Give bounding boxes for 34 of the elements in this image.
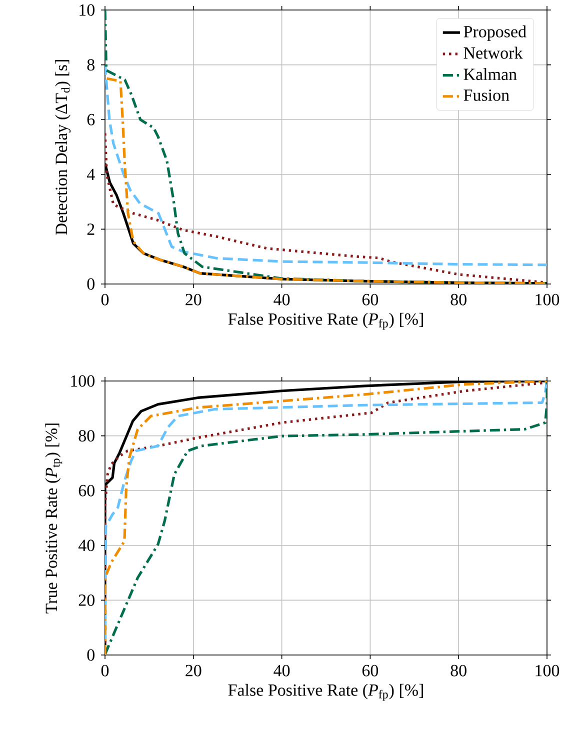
x-tick-label: 60 <box>362 664 378 676</box>
x-tick-label: 0 <box>101 294 109 306</box>
x-tick-label: 100 <box>536 294 560 306</box>
x-tick-label: 0 <box>101 664 109 676</box>
x-tick-label: 100 <box>536 664 560 676</box>
y-tick-label: 4 <box>86 168 95 180</box>
legend-label: Network <box>464 46 523 59</box>
y-tick-label: 20 <box>78 594 94 606</box>
x-tick-label: 60 <box>362 294 378 306</box>
legend-label: Proposed <box>464 25 526 41</box>
y-tick-label: 80 <box>78 430 94 442</box>
line-series <box>105 132 547 284</box>
y-tick-label: 2 <box>87 224 94 235</box>
y-tick-label: 100 <box>71 375 94 387</box>
y-tick-label: 0 <box>87 649 94 661</box>
x-tick-label: 40 <box>274 294 290 306</box>
x-tick-label: 80 <box>450 664 466 676</box>
x-tick-label: 20 <box>186 664 202 676</box>
line-series <box>105 10 547 284</box>
y-tick-label: 6 <box>87 114 95 126</box>
y-tick-label: 60 <box>78 484 94 496</box>
y-tick-label: 8 <box>87 59 94 71</box>
x-tick-label: 80 <box>450 294 466 306</box>
y-tick-label: 10 <box>80 4 94 16</box>
x-tick-label: 20 <box>186 294 202 306</box>
legend-label: Kalman <box>464 68 517 80</box>
y-tick-label: 0 <box>87 278 94 290</box>
y-axis-title: Detection Delay (ΔT$_{d}$) [s] <box>55 60 71 235</box>
y-axis-title: True Positive Rate (P$_{tp}$) [%] <box>45 424 62 614</box>
y-tick-label: 40 <box>78 540 94 552</box>
x-tick-label: 40 <box>274 664 290 676</box>
x-axis-title: False Positive Rate (P$_{fp}$) [%] <box>228 684 423 701</box>
x-axis-title: False Positive Rate (P$_{fp}$) [%] <box>228 312 423 330</box>
legend-label: Fusion <box>464 89 510 101</box>
